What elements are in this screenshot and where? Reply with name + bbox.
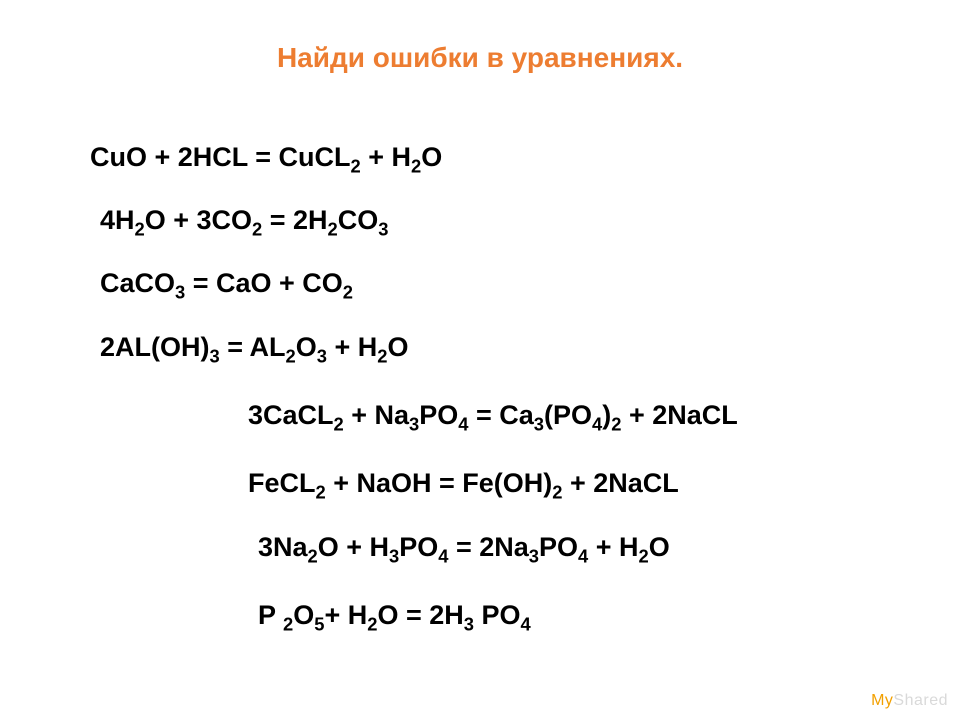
slide-title: Найди ошибки в уравнениях. xyxy=(0,42,960,74)
equation-7: 3Na2O + H3PO4 = 2Na3PO4 + H2O xyxy=(258,532,670,563)
watermark-shared: Shared xyxy=(893,692,948,709)
equation-2: 4H2O + 3CO2 = 2H2CO3 xyxy=(100,205,388,236)
watermark: MyShared xyxy=(871,692,948,710)
equation-5: 3CaCL2 + Na3PO4 = Ca3(PO4)2 + 2NaCL xyxy=(248,400,738,431)
equation-6: FeCL2 + NaOH = Fe(OH)2 + 2NaCL xyxy=(248,468,679,499)
watermark-my: My xyxy=(871,692,893,709)
equation-8: P 2O5+ H2O = 2H3 PO4 xyxy=(258,600,531,631)
equation-3: CaCO3 = CaO + CO2 xyxy=(100,268,353,299)
equation-1: CuO + 2HCL = CuCL2 + H2O xyxy=(90,142,442,173)
equation-4: 2AL(OH)3 = AL2O3 + H2O xyxy=(100,332,408,363)
slide: Найди ошибки в уравнениях. CuO + 2HCL = … xyxy=(0,0,960,720)
